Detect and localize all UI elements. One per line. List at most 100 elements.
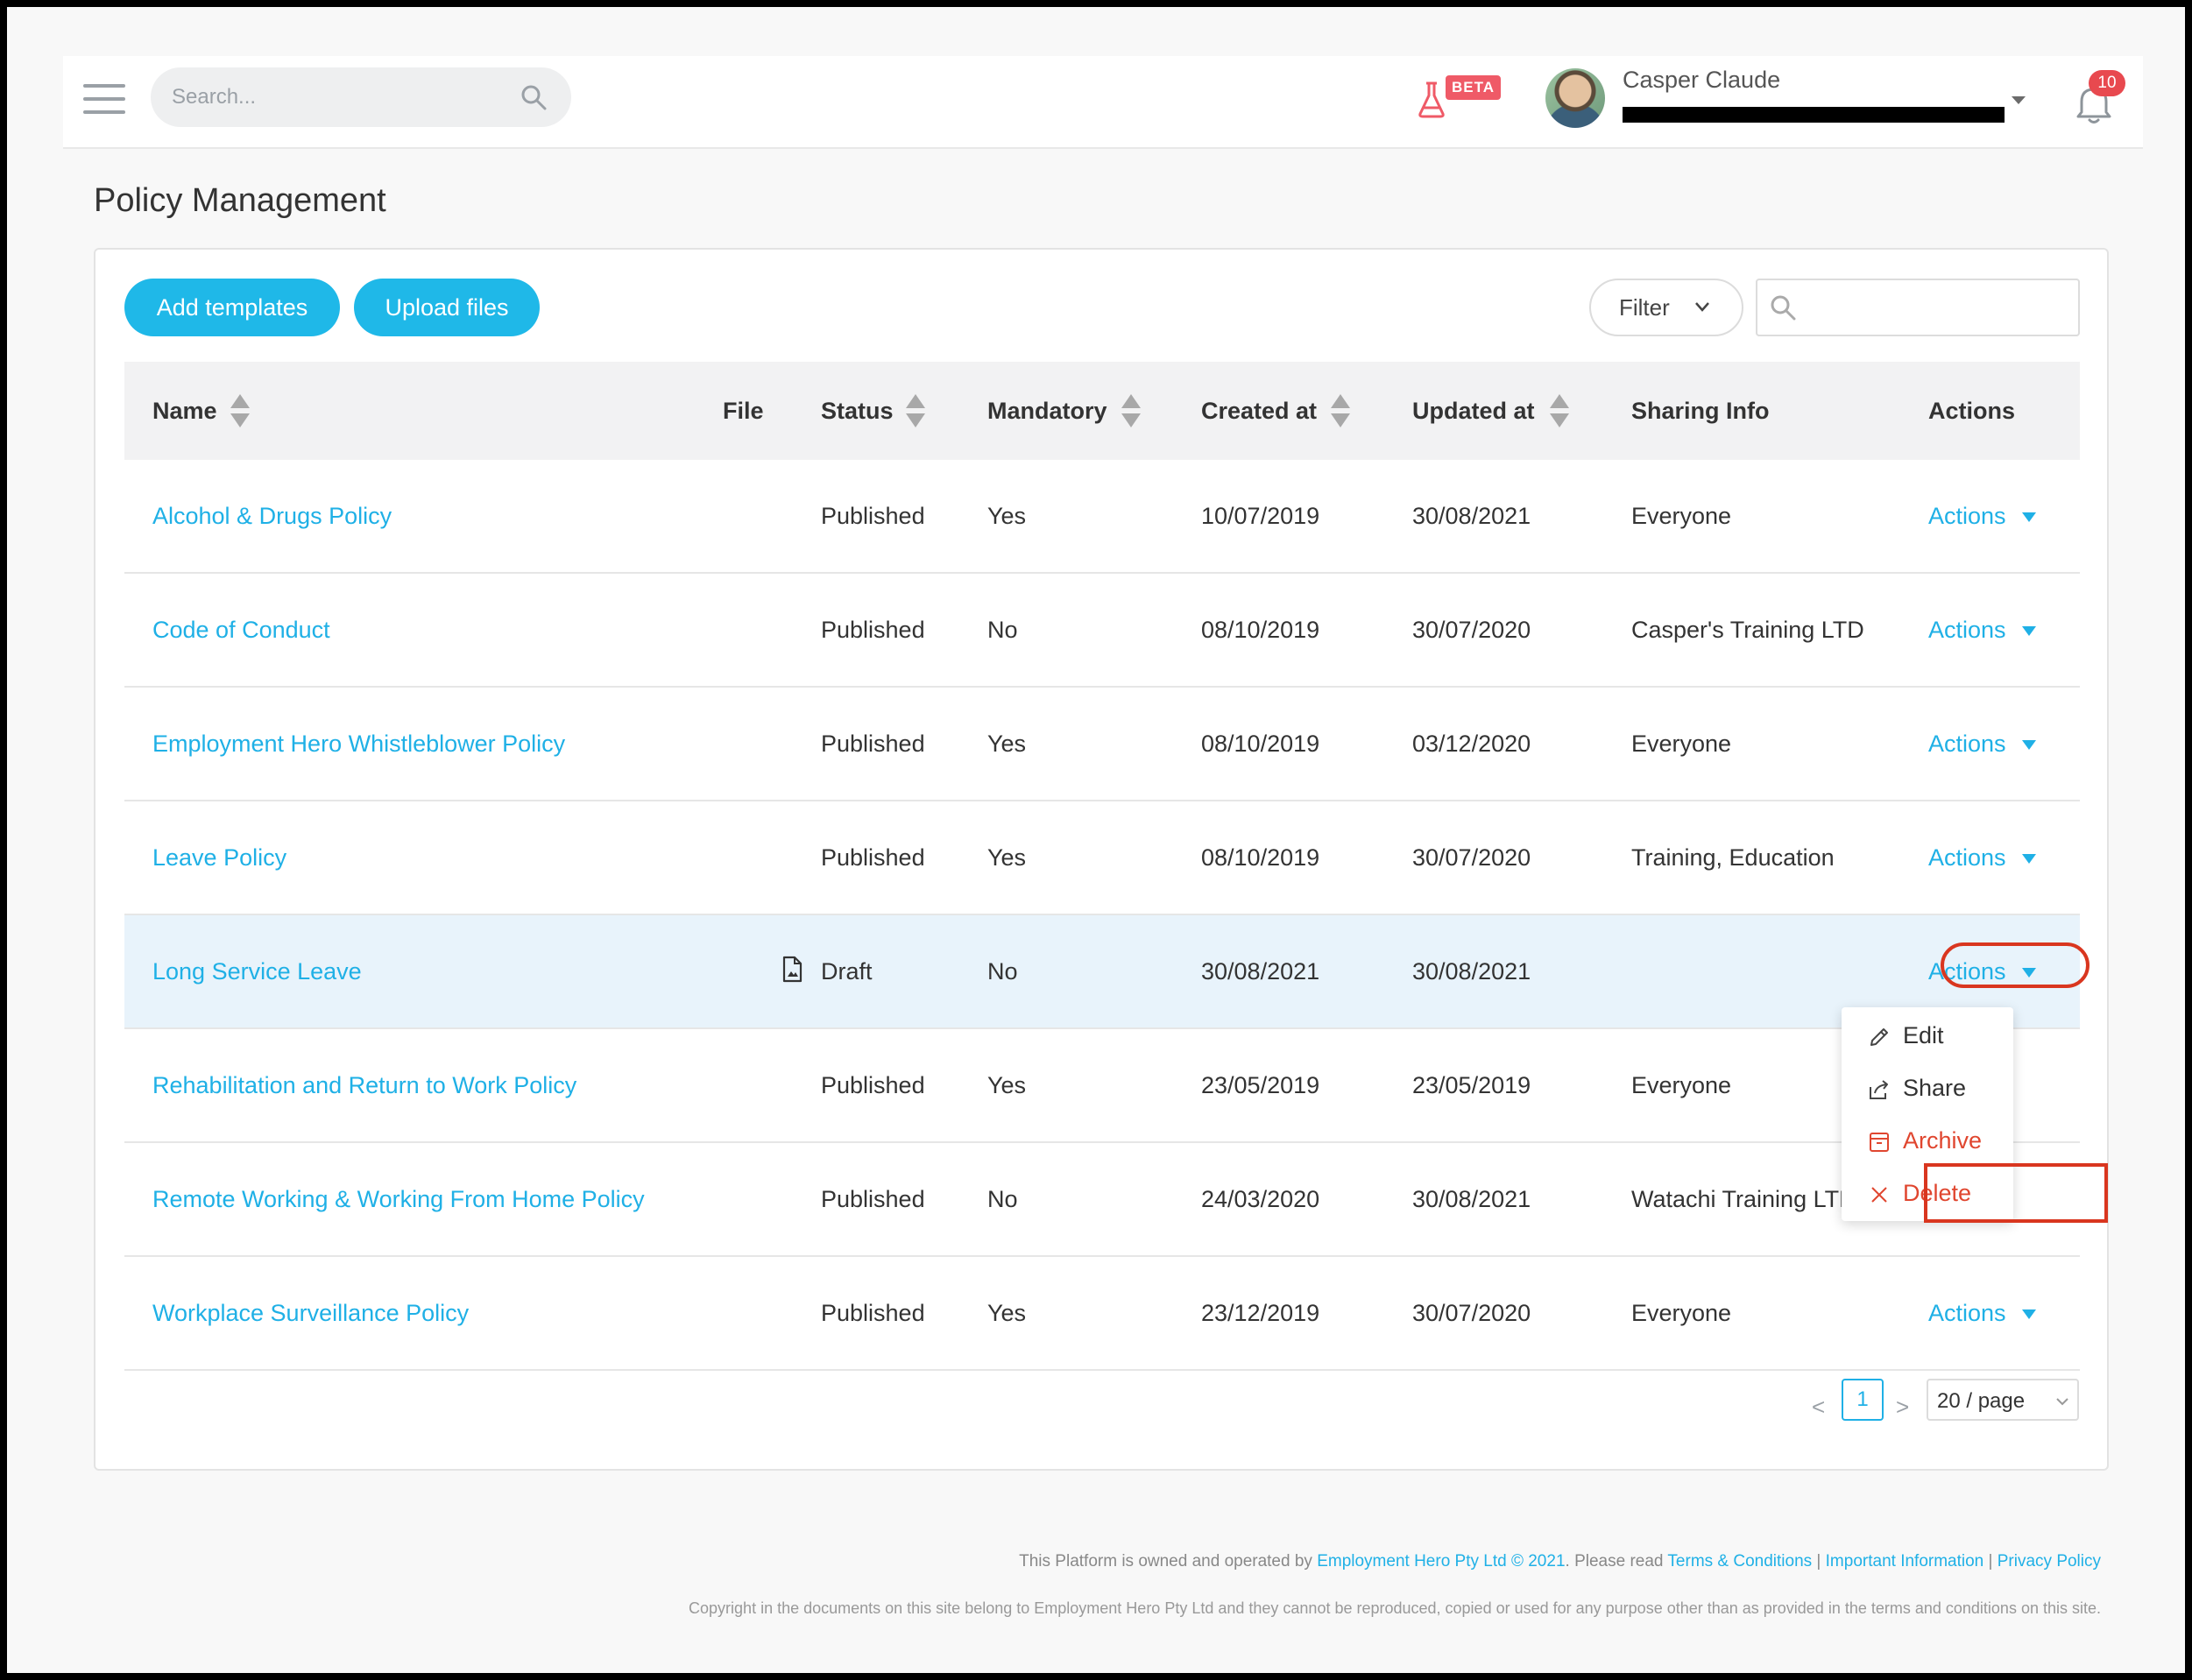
policy-name-link[interactable]: Rehabilitation and Return to Work Policy	[152, 1072, 577, 1098]
column-header-updated-at[interactable]: Updated at	[1412, 398, 1535, 424]
policy-name-link[interactable]: Employment Hero Whistleblower Policy	[152, 731, 566, 757]
pagination-next-button[interactable]: >	[1896, 1394, 1910, 1420]
sort-icon[interactable]	[1329, 392, 1352, 429]
footer-separator: |	[1983, 1552, 1998, 1571]
sort-icon[interactable]	[1548, 392, 1571, 429]
table-search-input[interactable]	[1805, 284, 2068, 331]
pagination-page-1[interactable]: 1	[1842, 1379, 1884, 1421]
row-actions-button[interactable]: Actions	[1928, 574, 2036, 686]
mandatory-cell: No	[987, 617, 1018, 643]
row-actions-button[interactable]: Actions	[1928, 801, 2036, 914]
menu-item-delete[interactable]: Delete	[1842, 1168, 2013, 1220]
mandatory-cell: No	[987, 1186, 1018, 1212]
created-at-cell: 23/05/2019	[1201, 1072, 1320, 1098]
redacted-email	[1623, 107, 2005, 123]
sharing-info-cell: Everyone	[1631, 731, 1732, 757]
page-size-select[interactable]: 20 / page	[1927, 1379, 2079, 1421]
column-header-status[interactable]: Status	[821, 398, 894, 424]
notifications-button[interactable]: 10	[2066, 70, 2125, 126]
policy-name-link[interactable]: Alcohol & Drugs Policy	[152, 503, 392, 529]
pagination-prev-button[interactable]: <	[1812, 1394, 1826, 1420]
status-cell: Published	[821, 844, 925, 871]
column-header-sharing-info: Sharing Info	[1631, 398, 1770, 424]
page-size-value: 20 / page	[1937, 1389, 2026, 1413]
row-actions-button[interactable]: Actions	[1928, 688, 2036, 800]
updated-at-cell: 30/08/2021	[1412, 958, 1531, 985]
flask-icon	[1418, 81, 1445, 118]
row-actions-button[interactable]: Actions	[1928, 1257, 2036, 1369]
column-header-created-at[interactable]: Created at	[1201, 398, 1318, 424]
mandatory-cell: Yes	[987, 503, 1027, 529]
sharing-info-cell: Training, Education	[1631, 844, 1835, 871]
actions-dropdown-menu: Edit Share Archive Delete	[1842, 1007, 2013, 1221]
menu-item-edit[interactable]: Edit	[1842, 1010, 2013, 1062]
search-icon[interactable]	[520, 84, 547, 110]
policy-name-link[interactable]: Leave Policy	[152, 844, 287, 871]
upload-files-button[interactable]: Upload files	[354, 279, 540, 336]
terms-link[interactable]: Terms & Conditions	[1667, 1552, 1813, 1571]
updated-at-cell: 03/12/2020	[1412, 731, 1531, 757]
sharing-info-cell: Everyone	[1631, 1072, 1732, 1098]
user-name: Casper Claude	[1623, 67, 1781, 93]
filter-label: Filter	[1619, 294, 1670, 321]
column-header-name[interactable]: Name	[152, 398, 217, 424]
created-at-cell: 30/08/2021	[1201, 958, 1320, 985]
policy-name-link[interactable]: Remote Working & Working From Home Polic…	[152, 1186, 645, 1212]
column-header-mandatory[interactable]: Mandatory	[987, 398, 1107, 424]
table-header: Name File Status Mandatory Created at Up…	[124, 362, 2080, 460]
chevron-down-icon	[2056, 1398, 2068, 1406]
updated-at-cell: 30/08/2021	[1412, 1186, 1531, 1212]
page-title: Policy Management	[94, 182, 386, 219]
mandatory-cell: Yes	[987, 844, 1027, 871]
created-at-cell: 08/10/2019	[1201, 731, 1320, 757]
company-link[interactable]: Employment Hero Pty Ltd © 2021	[1317, 1552, 1566, 1571]
table-row: Rehabilitation and Return to Work Policy…	[124, 1029, 2080, 1143]
filter-dropdown[interactable]: Filter	[1589, 279, 1743, 336]
beta-features-button[interactable]: BETA	[1416, 75, 1502, 119]
table-row: Code of Conduct Published No 08/10/2019 …	[124, 574, 2080, 688]
chevron-down-icon	[1695, 302, 1709, 312]
sort-icon[interactable]	[1120, 392, 1142, 429]
footer-copyright: Copyright in the documents on this site …	[689, 1599, 2101, 1617]
add-templates-button[interactable]: Add templates	[124, 279, 340, 336]
menu-item-label: Delete	[1903, 1180, 1972, 1206]
footer-separator: |	[1812, 1552, 1826, 1571]
row-actions-label: Actions	[1928, 958, 2006, 985]
status-cell: Published	[821, 503, 925, 529]
policy-name-link[interactable]: Long Service Leave	[152, 958, 362, 985]
privacy-policy-link[interactable]: Privacy Policy	[1997, 1552, 2101, 1571]
caret-down-icon	[2021, 626, 2036, 637]
table-search	[1756, 279, 2080, 336]
app-frame: BETA Casper Claude 10 Policy Management …	[7, 7, 2185, 1673]
created-at-cell: 24/03/2020	[1201, 1186, 1320, 1212]
policy-name-link[interactable]: Code of Conduct	[152, 617, 330, 643]
policy-card: Add templates Upload files Filter Name F…	[94, 248, 2109, 1471]
updated-at-cell: 30/07/2020	[1412, 1300, 1531, 1326]
menu-item-label: Archive	[1903, 1127, 1983, 1154]
important-information-link[interactable]: Important Information	[1825, 1552, 1984, 1571]
beta-badge: BETA	[1446, 75, 1502, 100]
sort-icon[interactable]	[904, 392, 927, 429]
column-header-actions: Actions	[1928, 398, 2016, 424]
row-actions-button[interactable]: Actions	[1928, 460, 2036, 572]
sort-icon[interactable]	[229, 392, 251, 429]
menu-item-label: Share	[1903, 1075, 1967, 1101]
menu-item-archive[interactable]: Archive	[1842, 1115, 2013, 1168]
status-cell: Published	[821, 1186, 925, 1212]
caret-down-icon	[2021, 968, 2036, 978]
user-menu[interactable]: Casper Claude	[1545, 61, 2036, 138]
updated-at-cell: 23/05/2019	[1412, 1072, 1531, 1098]
policy-name-link[interactable]: Workplace Surveillance Policy	[152, 1300, 470, 1326]
hamburger-menu-icon[interactable]	[83, 84, 125, 119]
global-search-input[interactable]	[172, 67, 505, 127]
column-header-file: File	[723, 398, 764, 424]
created-at-cell: 10/07/2019	[1201, 503, 1320, 529]
footer-ownership: This Platform is owned and operated by E…	[1019, 1552, 2101, 1571]
table-row: Remote Working & Working From Home Polic…	[124, 1143, 2080, 1257]
created-at-cell: 23/12/2019	[1201, 1300, 1320, 1326]
row-actions-label: Actions	[1928, 844, 2006, 871]
document-file-icon[interactable]	[780, 956, 804, 984]
menu-item-label: Edit	[1903, 1022, 1944, 1048]
mandatory-cell: Yes	[987, 1072, 1027, 1098]
menu-item-share[interactable]: Share	[1842, 1062, 2013, 1115]
